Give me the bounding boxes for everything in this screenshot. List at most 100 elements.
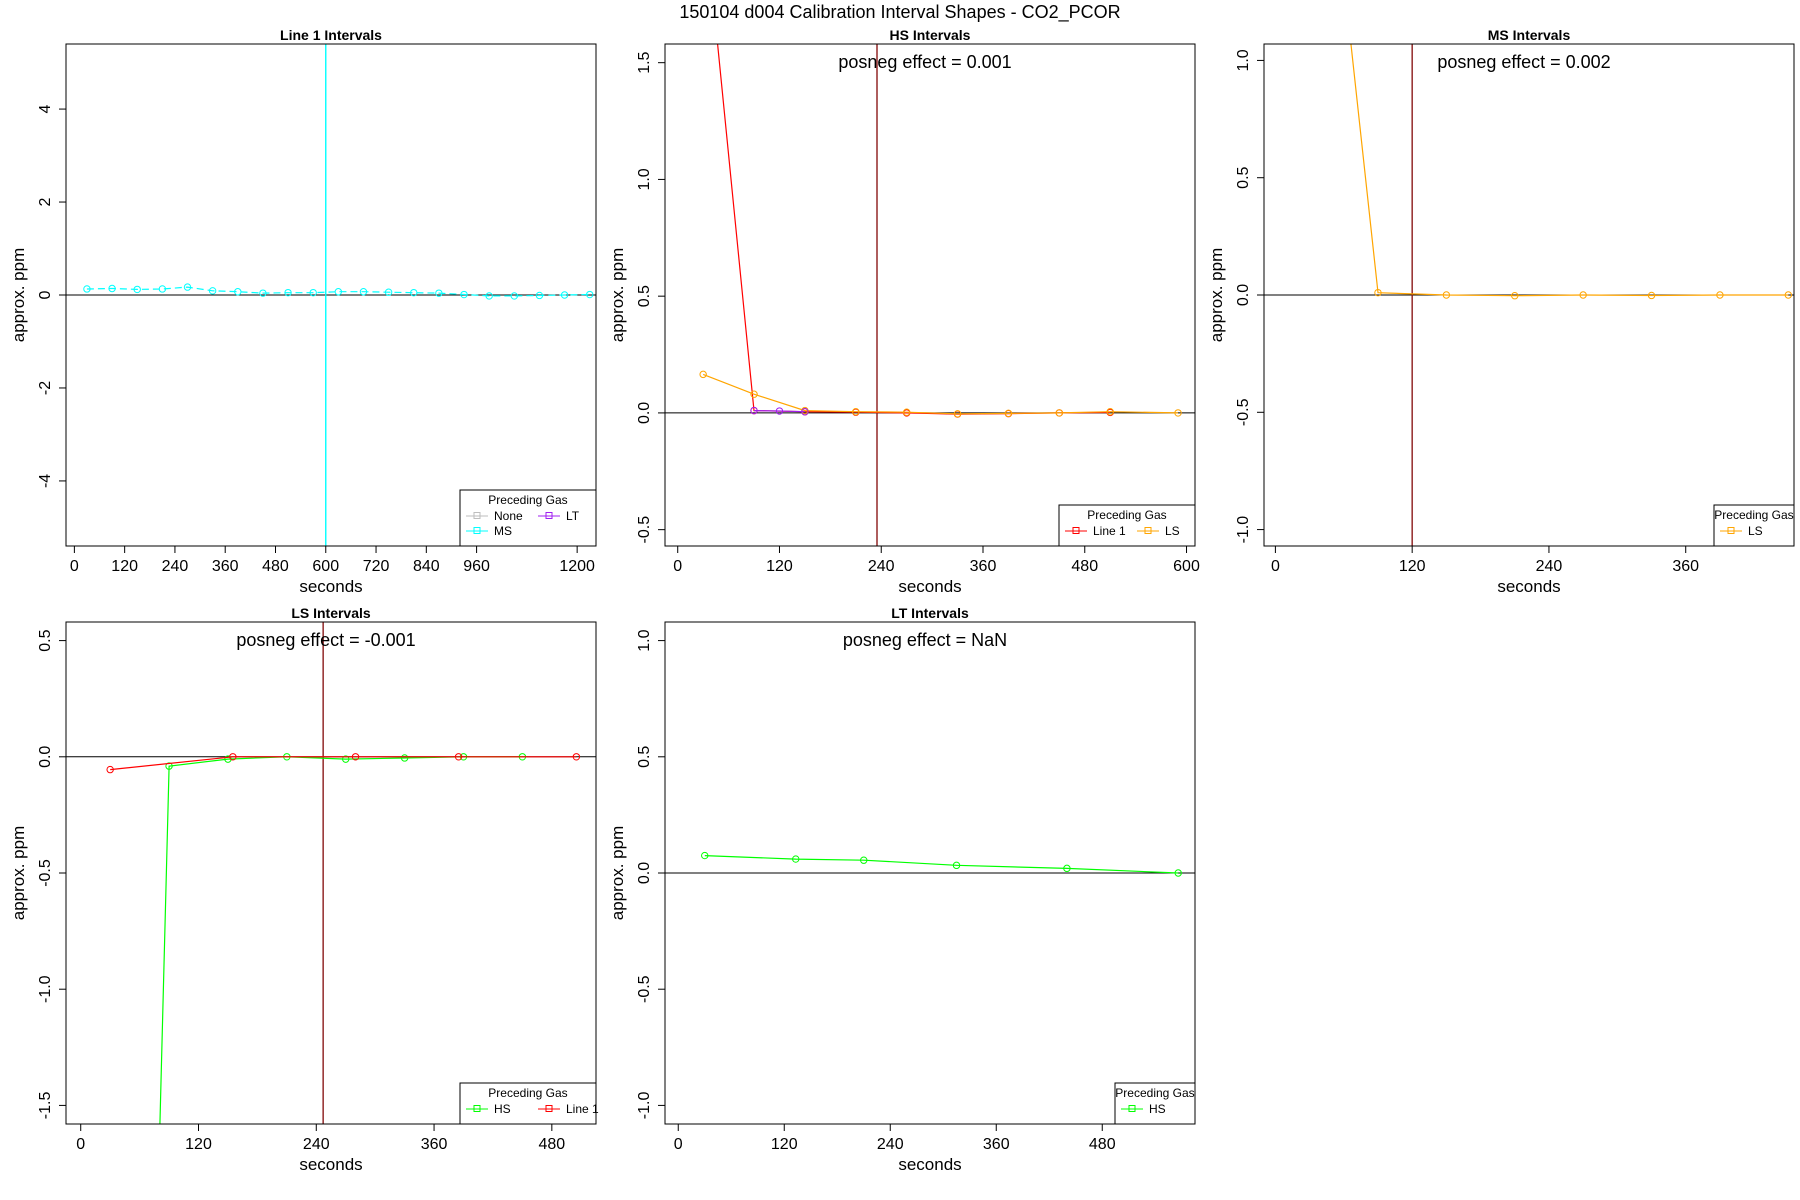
- panel-2-ytick-label: -0.5: [636, 516, 653, 544]
- panel-4-series-2-point: [572, 753, 581, 761]
- panel-1-xtick-label: 360: [212, 558, 239, 575]
- panel-5-title: LT Intervals: [891, 605, 969, 621]
- panel-4-series-2-point: [106, 765, 114, 774]
- panel-2-frame: [664, 43, 1196, 547]
- panel-5-ytick-label: 1.0: [636, 629, 653, 651]
- panel-1-series-1-point: [410, 288, 418, 297]
- panel-4-annotation: posneg effect = -0.001: [236, 630, 415, 650]
- panel-5-legend-title: Preceding Gas: [1115, 1086, 1194, 1100]
- panel-3-legend: Preceding Gas LS: [1713, 504, 1795, 547]
- panel-3-title: MS Intervals: [1488, 27, 1571, 43]
- panel-1-legend-box: [459, 489, 597, 547]
- panel-4-ytick-label: 0.0: [37, 746, 54, 768]
- panel-4-legend-label: HS: [494, 1102, 511, 1116]
- panel-2-annotation: posneg effect = 0.001: [838, 52, 1011, 72]
- panel-5-series-1-point: [792, 855, 800, 863]
- panel-1-series-1-point: [309, 288, 317, 297]
- panel-2-series-2-point: [1106, 408, 1114, 416]
- panel-2-series-2-point: [1004, 409, 1013, 418]
- panel-3-xtick-label: 240: [1536, 558, 1563, 575]
- panel-4-ylabel: approx. ppm: [9, 826, 28, 921]
- panel-2-ylabel: approx. ppm: [608, 248, 627, 343]
- panel-3-xlabel: seconds: [1497, 577, 1560, 596]
- panel-5-ytick-label: -0.5: [636, 975, 653, 1003]
- panel-1-series-1-point: [384, 288, 393, 296]
- panel-3-series-1-point: [1716, 291, 1724, 299]
- panel-1-series-1-point: [586, 290, 594, 299]
- panel-5-series-1-point: [860, 856, 868, 864]
- panel-4-legend: Preceding Gas HS Line 1: [459, 1082, 599, 1125]
- panel-1-legend: Preceding Gas None LT MS: [459, 489, 597, 547]
- panel-4-ytick-label: -1.5: [37, 1092, 54, 1120]
- panel-1-legend-label: LT: [566, 509, 580, 523]
- panel-5-xtick-label: 360: [983, 1136, 1010, 1153]
- panel-1-plot-area: [66, 44, 596, 546]
- panel-5-ytick-label: 0.0: [636, 862, 653, 884]
- panel-4-legend-title: Preceding Gas: [488, 1086, 567, 1100]
- panel-1-series-1-point: [510, 292, 519, 300]
- panel-1-series-1-point: [133, 285, 141, 294]
- panel-3-legend-title: Preceding Gas: [1714, 508, 1793, 522]
- panel-1-legend-swatch-marker: [473, 527, 481, 534]
- panel-5-plot-area: [665, 851, 1195, 877]
- panel-5-xtick-label: 240: [877, 1136, 904, 1153]
- panel-1-series-1-point: [108, 284, 116, 293]
- panel-4-xtick-label: 480: [538, 1136, 565, 1153]
- panel-4-legend-swatch-marker: [545, 1105, 553, 1112]
- panel-4-xtick-label: 120: [185, 1136, 212, 1153]
- panel-5-ytick-label: 0.5: [636, 746, 653, 768]
- panel-2-legend-swatch-marker: [1144, 527, 1152, 534]
- panel-4-series-2-point: [351, 753, 360, 761]
- panel-2-series-2-point: [699, 370, 707, 379]
- panel-1-series-1-point: [485, 292, 493, 300]
- panel-4-legend-label: Line 1: [566, 1102, 599, 1116]
- panel-5-series-1-point: [1174, 869, 1182, 877]
- panel-3-xtick-label: 0: [1271, 558, 1280, 575]
- panel-1-series-1-point: [460, 290, 468, 299]
- panel-2-legend-box: [1058, 504, 1196, 547]
- panel-2-legend-swatch-marker: [1072, 527, 1080, 534]
- panel-5-series-1-point: [1063, 864, 1071, 873]
- panel-2-series-3-point: [750, 406, 758, 415]
- panel-1-xlabel: seconds: [299, 577, 362, 596]
- panel-1-legend-swatch-marker: [473, 512, 481, 519]
- panel-2-series-3-point: [775, 407, 784, 415]
- panel-2-legend-label: LS: [1165, 524, 1180, 538]
- panel-5-xtick-label: 480: [1089, 1136, 1116, 1153]
- panel-1-series-1-point: [208, 287, 217, 295]
- panel-2-series-2-point: [1174, 409, 1182, 417]
- panel-2-series-2-point: [852, 408, 860, 416]
- panel-2-ytick-label: 0.5: [636, 285, 653, 307]
- panel-3-xtick-label: 120: [1399, 558, 1426, 575]
- panel-3-ytick-label: -1.0: [1235, 516, 1252, 544]
- panel-3: MS Intervals 0 120 240 360 -1.0 -0.5 0.0 0.5 1.0 s…: [1207, 27, 1795, 596]
- panel-4-legend-box: [459, 1082, 597, 1125]
- panel-4-ytick-label: -1.0: [37, 975, 54, 1003]
- panel-4-xtick-label: 360: [421, 1136, 448, 1153]
- panel-1-xtick-label: 840: [413, 558, 440, 575]
- panel-1-xtick-label: 1200: [559, 558, 595, 575]
- panel-3-ylabel: approx. ppm: [1207, 248, 1226, 343]
- panel-1-xtick-label: 960: [463, 558, 490, 575]
- panel-3-series-1-point: [1784, 291, 1793, 299]
- panel-4-series-1-point: [342, 755, 350, 763]
- panel-3-series-1-point: [1442, 291, 1451, 299]
- panel-1-legend-title: Preceding Gas: [488, 493, 567, 507]
- panel-3-xtick-label: 360: [1672, 558, 1699, 575]
- panel-5-annotation: posneg effect = NaN: [843, 630, 1007, 650]
- panel-2: HS Intervals 0 120 240 360 480 600 -0.5 0.0 0.5 1.…: [608, 27, 1200, 596]
- panel-1-legend-label: None: [494, 509, 523, 523]
- panel-2-series-2-point: [1055, 409, 1064, 417]
- panel-1-series-1-point: [158, 285, 167, 293]
- panel-5-ylabel: approx. ppm: [608, 826, 627, 921]
- panel-1-xtick-label: 720: [363, 558, 390, 575]
- panel-1-series-1-point: [535, 291, 544, 300]
- panel-2-xtick-label: 240: [868, 558, 895, 575]
- panel-1-xtick-label: 240: [162, 558, 189, 575]
- panel-2-series-2-point: [902, 408, 911, 416]
- panel-5: LT Intervals 0 120 240 360 480 -1.0 -0.5 0.0 0.5 1…: [608, 605, 1196, 1174]
- panel-3-plot-area: [1264, 44, 1794, 546]
